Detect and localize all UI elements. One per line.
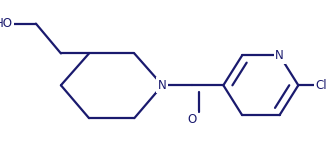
Text: N: N <box>275 49 284 62</box>
Text: HO: HO <box>0 17 12 30</box>
Text: Cl: Cl <box>316 79 327 92</box>
Text: O: O <box>188 113 197 126</box>
Text: N: N <box>158 79 167 92</box>
